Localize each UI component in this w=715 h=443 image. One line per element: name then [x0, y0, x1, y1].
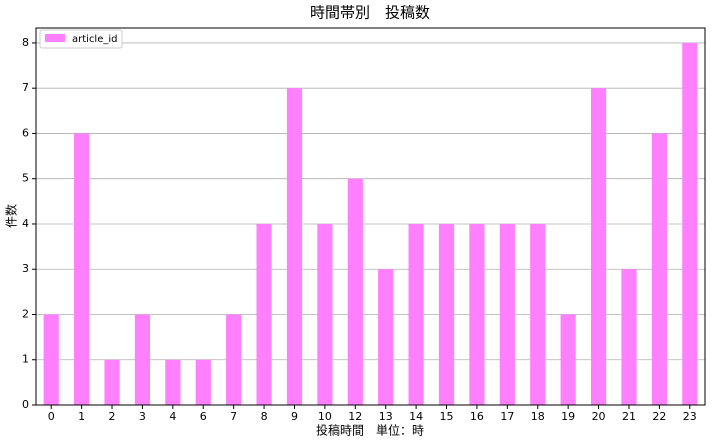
- y-tick-label: 0: [22, 398, 29, 411]
- x-tick-label: 0: [48, 410, 55, 423]
- bar: [438, 223, 455, 405]
- x-tick-label: 21: [622, 410, 636, 423]
- y-tick-label: 2: [22, 307, 29, 320]
- bar: [408, 223, 424, 405]
- bar: [530, 223, 546, 405]
- bar: [317, 223, 333, 405]
- bar: [378, 269, 394, 405]
- bar: [226, 314, 242, 405]
- x-tick-label: 20: [592, 410, 606, 423]
- x-tick-label: 13: [379, 410, 393, 423]
- bar: [104, 359, 120, 405]
- x-tick-label: 7: [230, 410, 237, 423]
- y-tick-label: 5: [22, 172, 29, 185]
- bar: [560, 314, 576, 405]
- x-tick-label: 2: [109, 410, 116, 423]
- x-tick-label: 10: [318, 410, 332, 423]
- bar: [469, 223, 485, 405]
- bar: [195, 359, 211, 405]
- y-tick-label: 8: [22, 36, 29, 49]
- bar: [499, 223, 515, 405]
- chart-title: 時間帯別 投稿数: [310, 4, 430, 22]
- x-tick-label: 18: [531, 410, 545, 423]
- y-tick-label: 4: [22, 217, 29, 230]
- bar: [621, 269, 637, 405]
- x-tick-label: 22: [652, 410, 666, 423]
- bar: [682, 42, 698, 405]
- y-axis-label: 件数: [4, 204, 19, 228]
- bar: [134, 314, 151, 405]
- x-tick-label: 15: [440, 410, 454, 423]
- legend-label: article_id: [72, 34, 118, 45]
- x-tick-label: 1: [78, 410, 85, 423]
- bar: [43, 314, 59, 405]
- x-tick-label: 4: [169, 410, 176, 423]
- bar: [256, 223, 272, 405]
- x-tick-label: 16: [470, 410, 484, 423]
- legend-swatch: [45, 34, 65, 42]
- x-tick-label: 9: [291, 410, 298, 423]
- x-tick-label: 23: [683, 410, 697, 423]
- y-tick-label: 7: [22, 81, 29, 94]
- x-tick-label: 12: [348, 410, 362, 423]
- y-tick-label: 1: [22, 353, 29, 366]
- x-tick-label: 14: [409, 410, 423, 423]
- plot-frame: [35, 27, 706, 406]
- x-tick-label: 6: [200, 410, 207, 423]
- bar: [651, 133, 667, 405]
- bar: [590, 88, 607, 406]
- bar: [165, 359, 181, 405]
- x-tick-label: 8: [261, 410, 268, 423]
- bar: [74, 133, 90, 405]
- x-axis-label: 投稿時間 単位：時: [316, 423, 424, 438]
- bar: [286, 88, 303, 406]
- y-tick-label: 6: [22, 126, 29, 139]
- x-tick-label: 3: [139, 410, 146, 423]
- y-tick-label: 3: [22, 262, 29, 275]
- x-tick-label: 19: [561, 410, 575, 423]
- bar: [347, 178, 363, 405]
- x-tick-label: 17: [500, 410, 514, 423]
